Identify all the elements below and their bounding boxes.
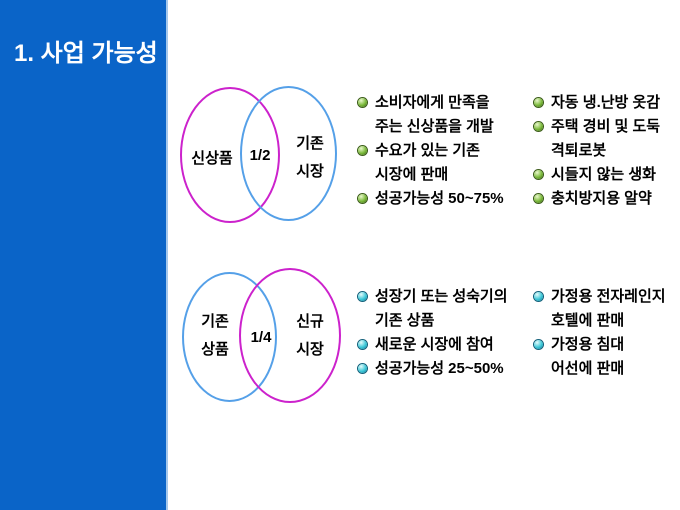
green-ball-bullet-icon	[358, 194, 367, 203]
list-line: 가정용 전자레인지	[551, 288, 666, 305]
green-ball-bullet-icon	[534, 170, 543, 179]
list-item: 성공가능성 25~50%	[358, 357, 508, 381]
list-item: 충치방지용 알약	[534, 187, 660, 211]
venn-top-left-label: 신상품	[191, 150, 233, 167]
list-item-text: 성공가능성 50~75%	[375, 187, 504, 211]
list-item-text: 성공가능성 25~50%	[375, 357, 504, 381]
cyan-ball-bullet-icon	[358, 340, 367, 349]
list-line: 소비자에게 만족을	[375, 94, 490, 111]
venn-bottom-overlap-label: 1/4	[250, 329, 272, 346]
green-ball-bullet-icon	[358, 98, 367, 107]
list-line: 시장에 판매	[375, 166, 449, 183]
venn-top-right-label-line2: 시장	[296, 163, 324, 180]
venn-top-right-label-line1: 기존	[296, 135, 324, 152]
venn-bottom-left-label-line1: 기존	[201, 313, 229, 330]
list-line: 자동 냉.난방 옷감	[551, 94, 661, 111]
venn-bottom-left-label: 기존 상품	[190, 308, 240, 364]
page-title: 1. 사업 가능성	[14, 40, 158, 67]
list-line: 수요가 있는 기존	[375, 142, 480, 159]
venn-bottom-left-label-line2: 상품	[201, 341, 229, 358]
list-item-text: 새로운 시장에 참여	[375, 333, 494, 357]
list-line: 새로운 시장에 참여	[375, 336, 494, 353]
list-line: 어선에 판매	[551, 360, 625, 377]
sidebar-panel	[0, 0, 168, 510]
list-line: 가정용 침대	[551, 336, 625, 353]
list-line: 충치방지용 알약	[551, 190, 652, 207]
list-item: 성공가능성 50~75%	[358, 187, 504, 211]
venn-top-right-label: 기존 시장	[285, 130, 335, 186]
list-item-text: 시들지 않는 생화	[551, 163, 656, 187]
list-line: 격퇴로봇	[551, 142, 607, 159]
list-line: 성장기 또는 성숙기의	[375, 288, 508, 305]
cyan-ball-bullet-icon	[534, 292, 543, 301]
list-line: 성공가능성 50~75%	[375, 190, 504, 207]
list-item: 시들지 않는 생화	[534, 163, 660, 187]
cyan-ball-bullet-icon	[358, 292, 367, 301]
list-line: 호텔에 판매	[551, 312, 625, 329]
list-line: 주택 경비 및 도둑	[551, 118, 661, 135]
venn-bottom-right-ellipse	[239, 268, 341, 403]
list-line: 기존 상품	[375, 312, 435, 329]
list-item: 자동 냉.난방 옷감	[534, 91, 660, 115]
list-line: 성공가능성 25~50%	[375, 360, 504, 377]
green-ball-bullet-icon	[534, 194, 543, 203]
list-item-text: 자동 냉.난방 옷감	[551, 91, 660, 115]
list-item: 새로운 시장에 참여	[358, 333, 508, 357]
venn-top-overlap-label: 1/2	[249, 147, 271, 164]
list-line: 시들지 않는 생화	[551, 166, 656, 183]
green-ball-bullet-icon	[534, 98, 543, 107]
list-item-text: 충치방지용 알약	[551, 187, 652, 211]
cyan-ball-bullet-icon	[358, 364, 367, 373]
green-ball-bullet-icon	[534, 122, 543, 131]
venn-bottom-right-label-line2: 시장	[296, 341, 324, 358]
venn-bottom-right-label: 신규 시장	[284, 308, 336, 364]
green-ball-bullet-icon	[358, 146, 367, 155]
cyan-ball-bullet-icon	[534, 340, 543, 349]
venn-bottom-right-label-line1: 신규	[296, 313, 324, 330]
list-line: 주는 신상품을 개발	[375, 118, 494, 135]
venn-top-right-ellipse	[240, 86, 337, 221]
